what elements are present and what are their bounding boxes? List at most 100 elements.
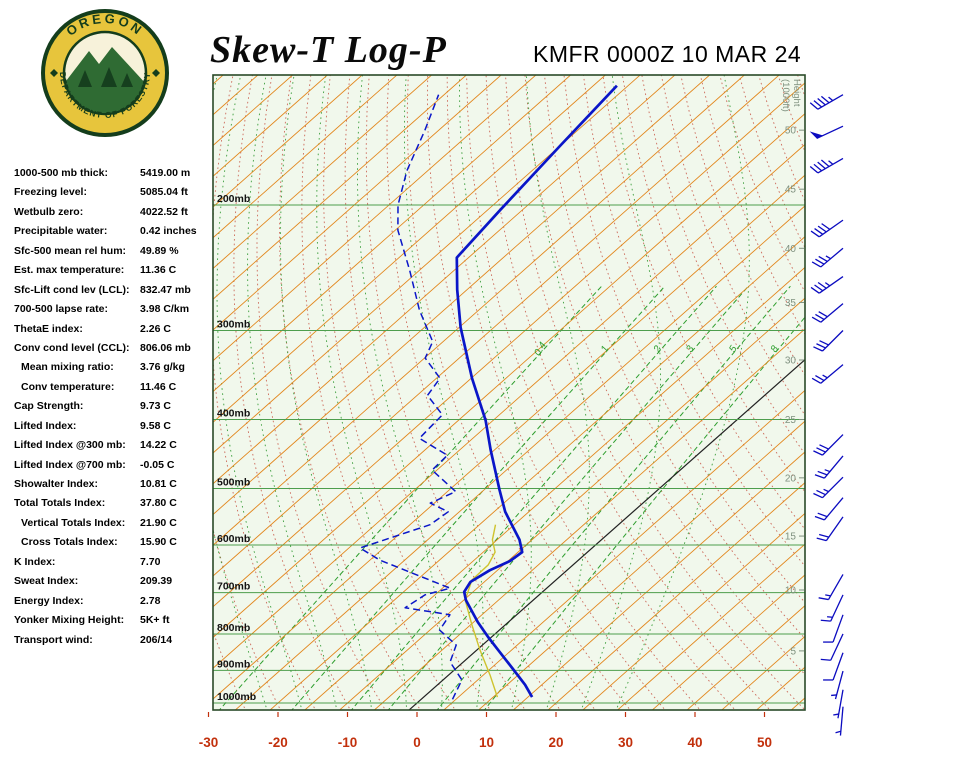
svg-text:20: 20 <box>785 473 797 484</box>
wind-barb <box>813 330 844 352</box>
index-row: Est. max temperature: 11.36 C <box>14 261 219 280</box>
wind-barb <box>820 594 844 622</box>
index-value: 2.26 C <box>140 322 171 335</box>
svg-text:8: 8 <box>769 344 782 355</box>
svg-text:700mb: 700mb <box>217 581 250 593</box>
svg-text:-10: -10 <box>338 735 358 750</box>
index-value: 49.89 % <box>140 244 179 257</box>
index-value: 206/14 <box>140 633 173 646</box>
index-value: 4022.52 ft <box>140 205 188 218</box>
svg-text:1: 1 <box>599 344 611 354</box>
index-row: Conv cond level (CCL): 806.06 mb <box>14 339 219 358</box>
index-row: Cap Strength: 9.73 C <box>14 397 219 416</box>
svg-text:3: 3 <box>684 344 697 355</box>
temperature-trace <box>455 84 618 698</box>
wind-barb <box>811 364 844 384</box>
index-label: ThetaE index: <box>14 322 83 335</box>
index-label: Est. max temperature: <box>14 264 125 277</box>
index-row: Energy Index: 2.78 <box>14 592 219 611</box>
wind-barb <box>809 157 844 174</box>
x-axis-labels: -30 -20 -10 0 10 20 30 40 50 <box>199 712 772 750</box>
svg-text:50: 50 <box>785 126 797 137</box>
dewpoint-trace <box>359 94 463 700</box>
index-value: 209.39 <box>140 575 173 588</box>
svg-text:300mb: 300mb <box>217 319 250 331</box>
index-label: Conv cond level (CCL): <box>14 341 130 354</box>
index-value: 806.06 mb <box>140 341 191 354</box>
svg-text:10: 10 <box>785 585 797 596</box>
svg-text:500mb: 500mb <box>217 477 250 489</box>
index-row: Conv temperature: 11.46 C <box>14 378 219 397</box>
wind-barb <box>823 614 844 643</box>
index-row: Showalter Index: 10.81 C <box>14 475 219 494</box>
svg-text:900mb: 900mb <box>217 658 250 670</box>
index-label: Vertical Totals Index: <box>21 516 126 529</box>
index-row: Sfc-Lift cond lev (LCL): 832.47 mb <box>14 281 219 300</box>
wetbulb-trace <box>464 524 499 698</box>
wind-barb <box>816 516 844 542</box>
index-value: 7.70 <box>140 555 161 568</box>
height-axis-title: Height(1000ft) <box>780 79 802 112</box>
index-label: K Index: <box>14 555 56 568</box>
plot-background <box>213 75 805 710</box>
index-label: Mean mixing ratio: <box>21 361 114 374</box>
index-row: K Index: 7.70 <box>14 553 219 572</box>
height-axis: 50 45 40 35 30 25 20 15 10 5 <box>785 126 804 657</box>
svg-text:400mb: 400mb <box>217 408 250 420</box>
svg-text:5: 5 <box>727 344 740 355</box>
plot-frame <box>212 74 806 711</box>
index-row: Sweat Index: 209.39 <box>14 572 219 591</box>
index-row: Yonker Mixing Height: 5K+ ft <box>14 611 219 630</box>
pressure-labels: 200mb 300mb 400mb 500mb 600mb 700mb 800mb 900mb… <box>217 193 256 703</box>
svg-text:800mb: 800mb <box>217 622 250 634</box>
svg-text:45: 45 <box>785 185 797 196</box>
pressure-gridlines <box>213 204 805 704</box>
index-row: Lifted Index @700 mb: -0.05 C <box>14 456 219 475</box>
wind-barb-column <box>809 94 844 736</box>
isotherms <box>213 75 805 710</box>
index-label: Freezing level: <box>14 186 87 199</box>
index-value: 832.47 mb <box>140 283 191 296</box>
index-value: 0.42 inches <box>140 225 197 238</box>
wind-barb <box>831 670 844 700</box>
index-label: 1000-500 mb thick: <box>14 167 108 179</box>
wind-barb <box>810 276 844 294</box>
wind-barb <box>823 652 844 681</box>
wind-barb <box>818 574 844 601</box>
svg-text:-30: -30 <box>199 735 219 750</box>
wind-barb <box>835 706 844 736</box>
svg-text:20: 20 <box>548 735 563 750</box>
index-row: Cross Totals Index: 15.90 C <box>14 533 219 552</box>
svg-text:40: 40 <box>785 244 797 255</box>
index-value: 5085.04 ft <box>140 186 188 199</box>
svg-text:200mb: 200mb <box>217 193 250 205</box>
index-row: 700-500 lapse rate: 3.98 C/km <box>14 300 219 319</box>
page-title: Skew-T Log-P <box>210 29 447 71</box>
index-row: Vertical Totals Index: 21.90 C <box>14 514 219 533</box>
index-value: 3.98 C/km <box>140 303 190 316</box>
index-label: Lifted Index @300 mb: <box>14 439 126 452</box>
sounding-indices-panel: 1000-500 mb thick: 5419.00 m Freezing leve… <box>14 164 219 650</box>
wind-barb <box>809 94 844 110</box>
index-row: Lifted Index: 9.58 C <box>14 417 219 436</box>
index-label: Sfc-500 mean rel hum: <box>14 244 127 257</box>
svg-text:5: 5 <box>790 646 796 657</box>
index-label: Wetbulb zero: <box>14 205 84 218</box>
index-value: 3.76 g/kg <box>140 361 185 374</box>
index-value: 5419.00 m <box>140 167 191 179</box>
svg-text:1000mb: 1000mb <box>217 691 256 703</box>
trees-graphic <box>78 67 133 87</box>
svg-text:10: 10 <box>479 735 494 750</box>
index-row: 1000-500 mb thick: 5419.00 m <box>14 164 219 183</box>
index-value: 11.46 C <box>140 380 177 393</box>
index-value: 9.73 C <box>140 400 171 413</box>
index-label: Showalter Index: <box>14 478 99 490</box>
index-value: 11.36 C <box>140 264 177 277</box>
index-value: 15.90 C <box>140 536 177 549</box>
index-value: 9.58 C <box>140 419 171 432</box>
svg-text:35: 35 <box>785 298 797 309</box>
index-value: 21.90 C <box>140 516 177 529</box>
index-label: 700-500 lapse rate: <box>14 303 108 316</box>
